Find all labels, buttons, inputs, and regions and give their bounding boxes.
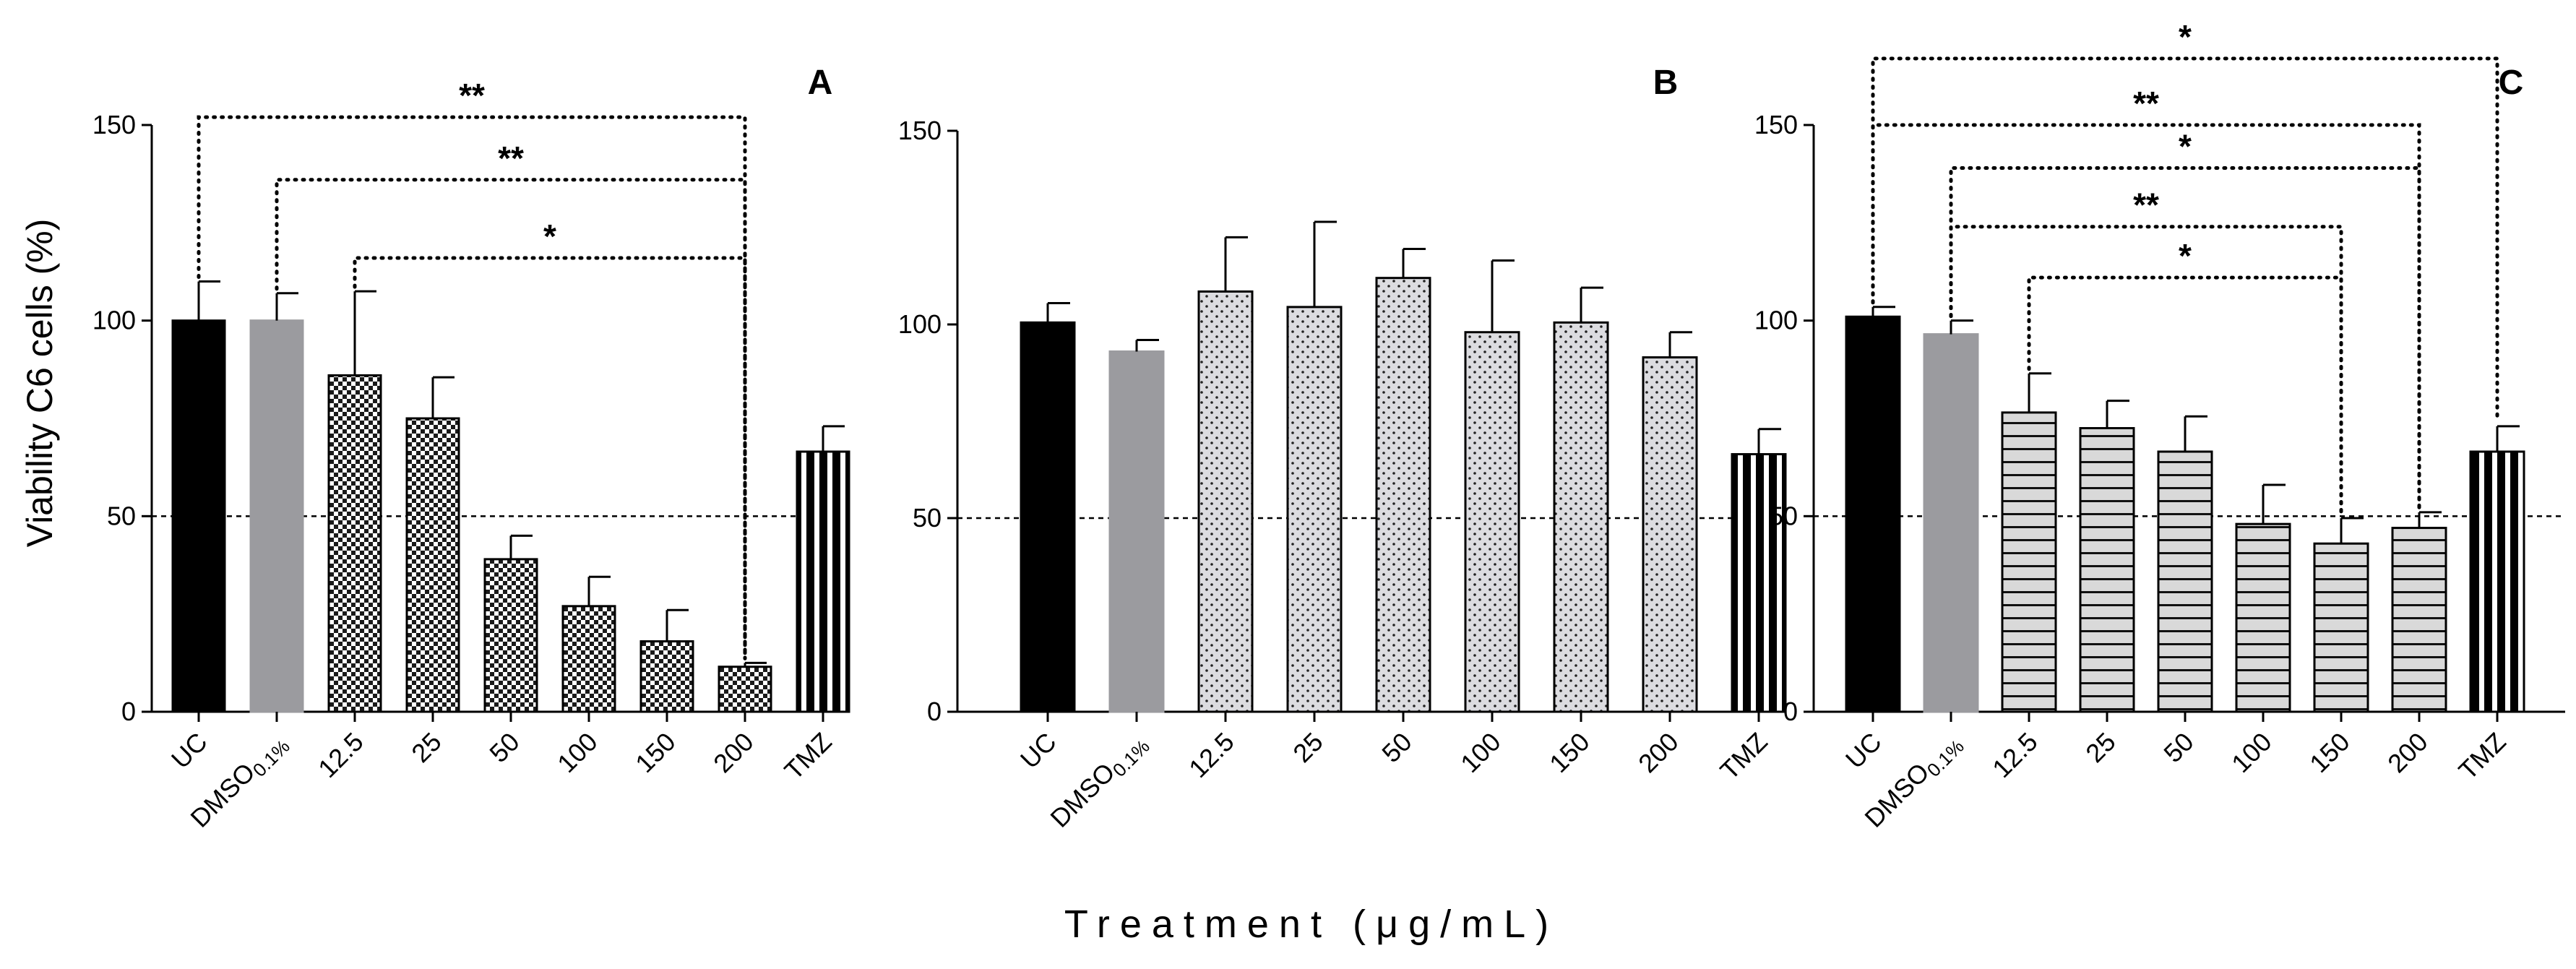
bar-tmz — [2469, 450, 2525, 713]
y-tick-label: 50 — [107, 501, 136, 530]
x-tick-label: 200 — [1632, 727, 1684, 778]
x-tick-label: 50 — [1376, 727, 1417, 768]
x-tick-label: 100 — [551, 727, 603, 778]
x-tick-label-subscript: 0.1% — [1108, 736, 1154, 781]
x-tick-label: 12.5 — [312, 727, 369, 784]
x-tick-label: DMSO0.1% — [1044, 727, 1154, 837]
bar-200 — [2391, 527, 2447, 713]
significance-bracket — [275, 178, 747, 660]
x-tick-label: TMZ — [2452, 727, 2511, 785]
bar-50 — [483, 558, 538, 713]
y-tick-label: 0 — [927, 697, 942, 726]
bar-100 — [561, 605, 616, 713]
bar-25 — [1286, 306, 1343, 713]
bar-12_5 — [1197, 290, 1254, 713]
y-tick-label: 100 — [1754, 306, 1798, 335]
x-axis-label: Treatment (μg/mL) — [1064, 903, 1559, 946]
panel-label: C — [2499, 64, 2524, 102]
significance-bracket — [2027, 275, 2343, 516]
bar-150 — [2313, 542, 2369, 713]
x-tick-label: 150 — [629, 727, 681, 778]
bar-100 — [1464, 331, 1520, 713]
y-tick-label: 0 — [121, 697, 136, 726]
x-tick-label: UC — [1015, 727, 1062, 775]
significance-label: ** — [498, 139, 524, 177]
x-tick-label: UC — [1840, 727, 1887, 775]
bar-50 — [2157, 450, 2213, 713]
x-tick-label: TMZ — [1714, 727, 1772, 785]
y-tick-label: 100 — [92, 306, 136, 335]
y-tick-label: 150 — [898, 116, 942, 145]
bar-dmso — [1923, 333, 1979, 713]
x-tick-label: TMZ — [778, 727, 837, 785]
bar-200 — [718, 666, 772, 713]
bar-tmz — [796, 450, 850, 713]
significance-label: * — [2179, 18, 2192, 56]
x-tick-label: 150 — [2304, 727, 2355, 778]
x-tick-label: UC — [165, 727, 213, 775]
significance-label: * — [2179, 237, 2192, 275]
x-tick-label: 12.5 — [1986, 727, 2043, 784]
bar-uc — [1845, 315, 1901, 713]
bar-150 — [639, 640, 694, 713]
y-tick-label: 50 — [913, 503, 942, 533]
bar-200 — [1642, 356, 1698, 713]
y-tick-label: 50 — [1769, 501, 1798, 530]
bar-50 — [1375, 277, 1431, 713]
x-tick-label: 25 — [2080, 727, 2121, 768]
significance-label: ** — [2133, 85, 2159, 122]
panel-label: A — [808, 64, 833, 102]
x-tick-label: 50 — [2158, 727, 2199, 768]
x-tick-label: 100 — [1455, 727, 1506, 778]
bar-dmso — [1108, 350, 1165, 713]
x-tick-label: 25 — [1287, 727, 1328, 768]
bar-uc — [171, 319, 226, 713]
significance-label: * — [543, 218, 556, 255]
y-tick-label: 0 — [1783, 697, 1798, 726]
x-tick-label: 150 — [1543, 727, 1595, 778]
x-tick-label: 25 — [405, 727, 447, 768]
significance-bracket — [353, 256, 747, 660]
x-tick-label-subscript: 0.1% — [1923, 736, 1968, 781]
significance-label: ** — [459, 77, 485, 114]
x-tick-label-subscript: 0.1% — [249, 736, 294, 781]
y-tick-label: 100 — [898, 309, 942, 339]
significance-label: * — [2179, 128, 2192, 165]
bar-12_5 — [2001, 411, 2057, 713]
significance-bracket — [1949, 225, 2343, 516]
bar-tmz — [1731, 453, 1787, 713]
bar-100 — [2235, 522, 2291, 713]
bar-150 — [1553, 321, 1609, 713]
x-tick-label: 12.5 — [1183, 727, 1240, 784]
bar-uc — [1020, 321, 1076, 713]
x-tick-label: 200 — [2382, 727, 2433, 778]
bar-25 — [405, 417, 460, 713]
bar-dmso — [249, 319, 304, 713]
panel-label: B — [1653, 64, 1679, 102]
bar-12_5 — [327, 374, 382, 713]
y-tick-label: 150 — [92, 110, 136, 139]
bar-25 — [2079, 427, 2135, 713]
y-tick-label: 150 — [1754, 110, 1798, 139]
y-axis-label: Viability C6 cells (%) — [20, 219, 60, 548]
significance-label: ** — [2133, 186, 2159, 224]
x-tick-label: 50 — [483, 727, 525, 768]
x-tick-label: 200 — [707, 727, 759, 778]
x-tick-label: 100 — [2226, 727, 2277, 778]
